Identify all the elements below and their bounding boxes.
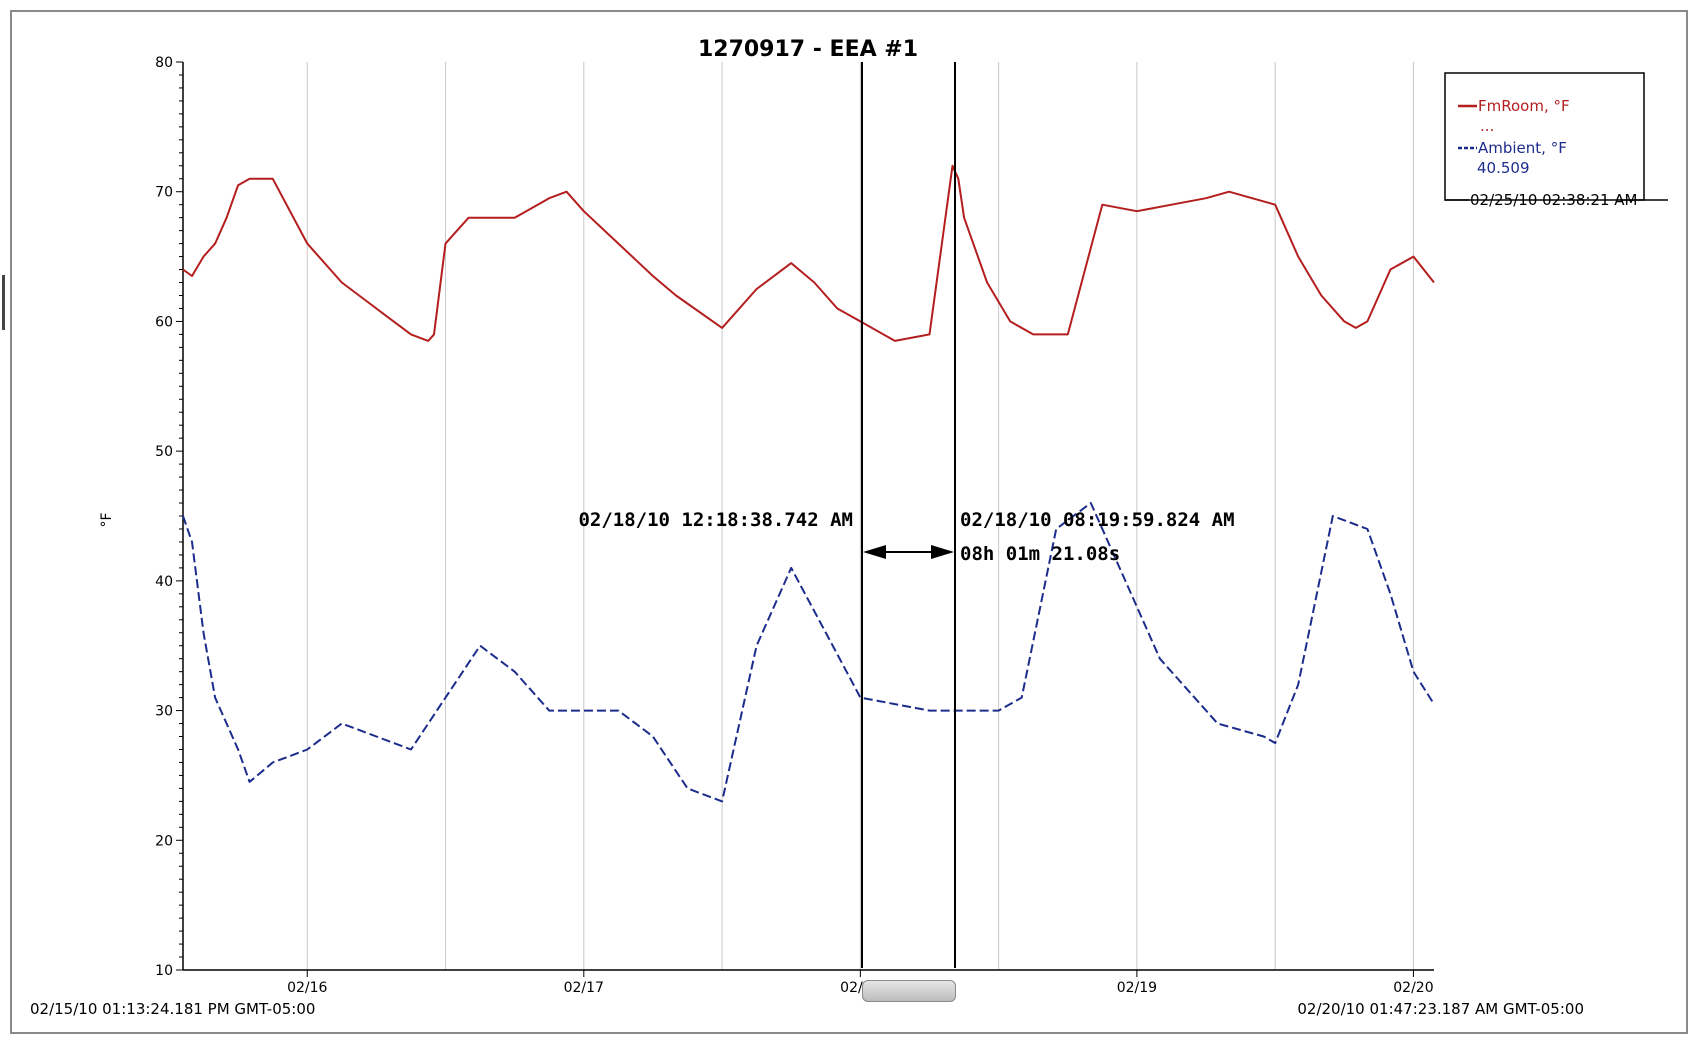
y-axis-label: °F: [99, 512, 115, 527]
cursor-arrow-right-icon: [931, 545, 954, 559]
chart-window: [10, 10, 1688, 1034]
legend: FmRoom, °F ... Ambient, °F 40.509 02/25/…: [1444, 72, 1668, 209]
legend-timestamp: 02/25/10 02:38:21 AM: [1470, 191, 1637, 209]
chart-title: 1270917 - EEA #1: [698, 37, 918, 62]
legend-box: [1444, 72, 1645, 201]
series-line-fmroom: [182, 164, 1435, 342]
legend-label-ambient: Ambient, °F: [1478, 139, 1567, 157]
y-tick-label: 60: [155, 314, 173, 330]
x-tick-label: 02/20: [1393, 980, 1433, 996]
cursor-a-label: 02/18/10 12:18:38.742 AM: [578, 509, 853, 531]
range-end-label: 02/20/10 01:47:23.187 AM GMT-05:00: [1297, 1000, 1584, 1018]
grid-lines: [306, 62, 1414, 970]
y-tick-label: 30: [155, 704, 173, 720]
series-line-ambient: [182, 502, 1435, 803]
y-tick-label: 50: [155, 444, 173, 460]
window-edge: [0, 0, 10, 1041]
cursor-delta-label: 08h 01m 21.08s: [960, 543, 1120, 565]
x-tick-label: 02/16: [287, 980, 327, 996]
y-tick-label: 10: [155, 963, 173, 979]
window-resize-handle[interactable]: [2, 275, 5, 330]
x-tick-label: 02/19: [1117, 980, 1157, 996]
y-tick-label: 40: [155, 574, 173, 590]
legend-value-fmroom: ...: [1480, 117, 1494, 135]
cursor-arrow-left-icon: [863, 545, 886, 559]
legend-label-fmroom: FmRoom, °F: [1478, 97, 1570, 115]
y-tick-label: 70: [155, 185, 173, 201]
range-start-label: 02/15/10 01:13:24.181 PM GMT-05:00: [30, 1000, 315, 1018]
time-scrollbar-thumb[interactable]: [862, 980, 956, 1002]
y-tick-label: 80: [155, 55, 173, 71]
legend-value-ambient: 40.509: [1477, 159, 1530, 177]
cursor-b-label: 02/18/10 08:19:59.824 AM: [960, 509, 1235, 531]
x-tick-label: 02/17: [564, 980, 604, 996]
y-tick-label: 20: [155, 833, 173, 849]
series-layer: [182, 164, 1435, 803]
